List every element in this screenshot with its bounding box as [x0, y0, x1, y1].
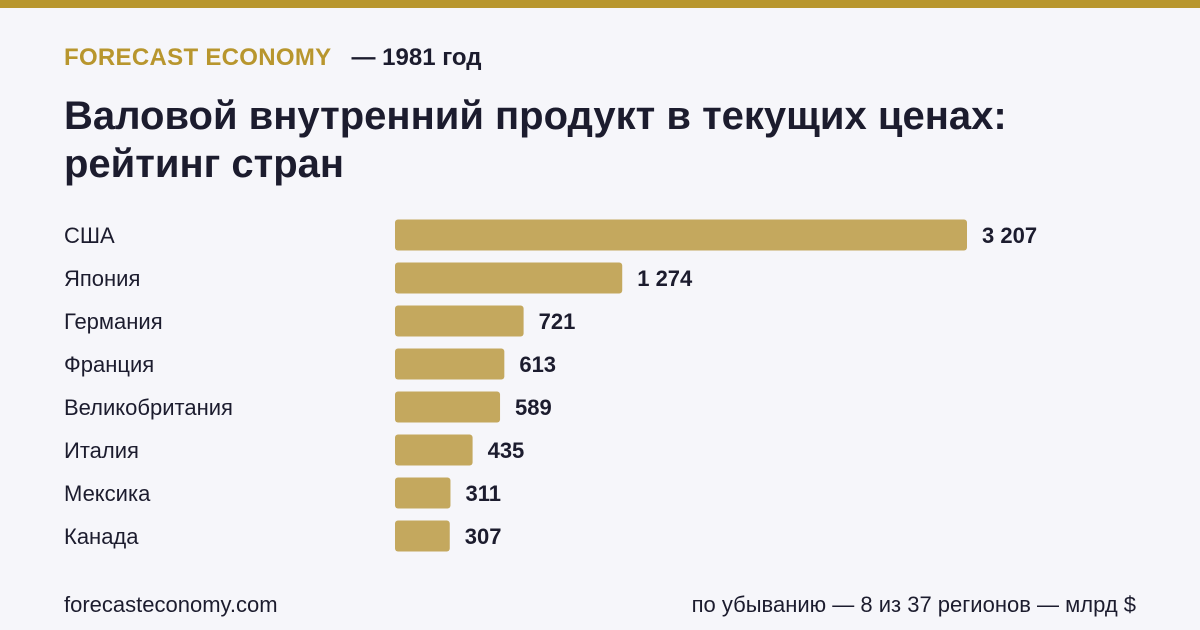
value-label: 435: [488, 438, 525, 463]
category-label: Великобритания: [64, 395, 233, 420]
bar: [395, 305, 524, 337]
footer-site[interactable]: forecasteconomy.com: [64, 592, 278, 617]
bar: [395, 219, 967, 251]
value-label: 311: [465, 481, 501, 506]
value-label: 307: [465, 524, 502, 549]
bar: [395, 348, 505, 380]
year-label: — 1981 год: [351, 44, 482, 71]
header: FORECAST ECONOMY — 1981 год: [64, 44, 481, 72]
bar: [395, 434, 473, 466]
brand-name: FORECAST ECONOMY: [64, 44, 332, 71]
bar: [395, 477, 451, 509]
category-label: Франция: [64, 352, 154, 377]
category-label: Италия: [64, 438, 139, 463]
value-label: 589: [515, 395, 552, 420]
footer-note: по убыванию — 8 из 37 регионов — млрд $: [691, 592, 1136, 617]
chart-title: Валовой внутренний продукт в текущих цен…: [64, 94, 1007, 186]
value-label: 3 207: [982, 223, 1037, 248]
category-label: Мексика: [64, 481, 151, 506]
category-label: Канада: [64, 524, 139, 549]
category-label: США: [64, 223, 115, 248]
value-label: 1 274: [637, 266, 693, 291]
bar: [395, 391, 501, 423]
category-label: Германия: [64, 309, 163, 334]
bar: [395, 262, 623, 294]
top-accent-bar: [0, 0, 1200, 8]
bar: [395, 520, 450, 552]
bar-chart: США 3 207 Япония 1 274 Германия 721 Франция 613…: [64, 219, 1037, 552]
value-label: 721: [539, 309, 576, 334]
value-label: 613: [519, 352, 556, 377]
category-label: Япония: [64, 266, 140, 291]
